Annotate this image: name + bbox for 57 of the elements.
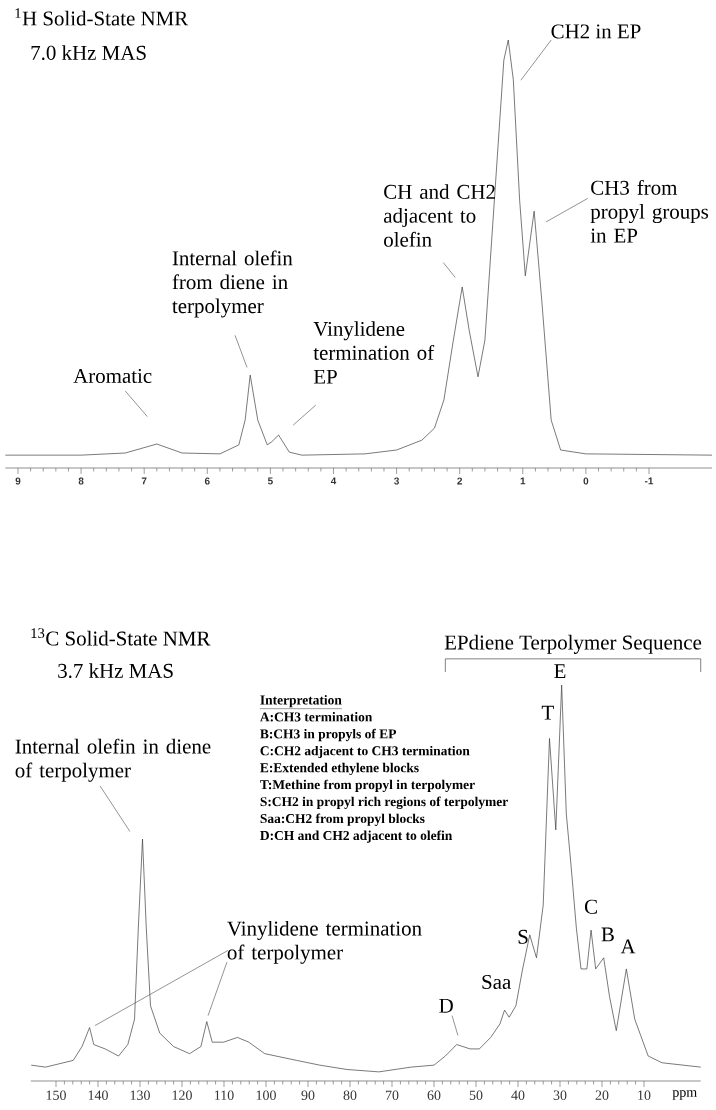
x-tick-label: 70	[385, 1090, 399, 1100]
annotation: Internal olefin in diene of terpolymer	[15, 738, 211, 782]
x-tick-label: 120	[172, 1090, 192, 1100]
annotation: Vinylidene termination of terpolymer	[227, 920, 422, 964]
text: EPdiene Terpolymer Sequence	[444, 634, 702, 654]
x-tick-label: 1	[520, 477, 526, 485]
x-tick-label: 40	[511, 1090, 525, 1100]
chart-title: $^{1}$H Solid-State NMR	[15, 8, 189, 26]
annotation: Interpretation	[260, 695, 342, 708]
annotation: B	[601, 927, 614, 942]
annotation: T:Methine from propyl in terpolymer	[260, 779, 475, 793]
x-tick-label: 9	[15, 477, 21, 485]
annotation: E	[554, 664, 566, 678]
x-tick-label: 60	[427, 1090, 441, 1100]
annotation: C	[584, 899, 597, 914]
annotation: D	[439, 998, 453, 1013]
annotation: CH and CH2 adjacent to olefin	[383, 184, 495, 247]
chart-subtitle: 3.7 kHz MAS	[58, 663, 173, 678]
annotation: CH2 in EP	[551, 24, 641, 39]
x-tick-label: 20	[595, 1090, 609, 1100]
annotation: CH3 from propyl groups in EP	[590, 179, 709, 243]
x-tick-label: 4	[330, 477, 337, 485]
x-tick-label: 130	[130, 1090, 150, 1100]
chart-title: $^{13}$C Solid-State NMR	[31, 628, 211, 646]
x-tick-label: 30	[553, 1090, 567, 1100]
x-tick-label: 8	[78, 477, 84, 485]
x-tick-label: 5	[267, 477, 273, 485]
x-tick-label: 110	[215, 1090, 234, 1100]
x-tick-label: 150	[46, 1090, 66, 1100]
annotation: B:CH3 in propyls of EP	[260, 728, 397, 742]
x-tick-label: 50	[469, 1090, 483, 1100]
annotation: T	[541, 705, 554, 720]
x-tick-label: 90	[301, 1090, 315, 1100]
x-tick-label: 3	[394, 477, 400, 485]
x-tick-label: 6	[204, 477, 210, 485]
x-tick-label: 10	[638, 1090, 651, 1100]
chart-subtitle: 7.0 kHz MAS	[31, 45, 146, 60]
annotation: Vinylidene termination of EP	[313, 321, 435, 384]
annotation: S	[518, 929, 528, 944]
x-axis-title: ppm	[672, 1090, 697, 1100]
x-tick-label: 0	[583, 477, 589, 485]
x-tick-label: 100	[256, 1090, 276, 1100]
annotation: E:Extended ethylene blocks	[260, 762, 419, 776]
x-tick-label: 80	[343, 1090, 357, 1100]
x-tick-label: 140	[88, 1090, 108, 1100]
annotation: A:CH3 termination	[260, 712, 373, 722]
annotation: S:CH2 in propyl rich regions of terpolymer	[260, 796, 508, 810]
x-tick-label: 2	[457, 477, 463, 485]
annotation: Internal olefin from diene in terpolymer	[172, 250, 293, 318]
x-tick-label: 7	[141, 477, 147, 485]
annotation: A	[620, 939, 636, 954]
annotation: D:CH and CH2 adjacent to olefin	[260, 830, 453, 843]
annotation: C:CH2 adjacent to CH3 termination	[260, 745, 470, 759]
annotation: Saa	[482, 974, 511, 990]
x-tick-label: -1	[644, 477, 654, 485]
annotation: Aromatic	[73, 368, 152, 383]
annotation: Saa:CH2 from propyl blocks	[260, 813, 425, 826]
